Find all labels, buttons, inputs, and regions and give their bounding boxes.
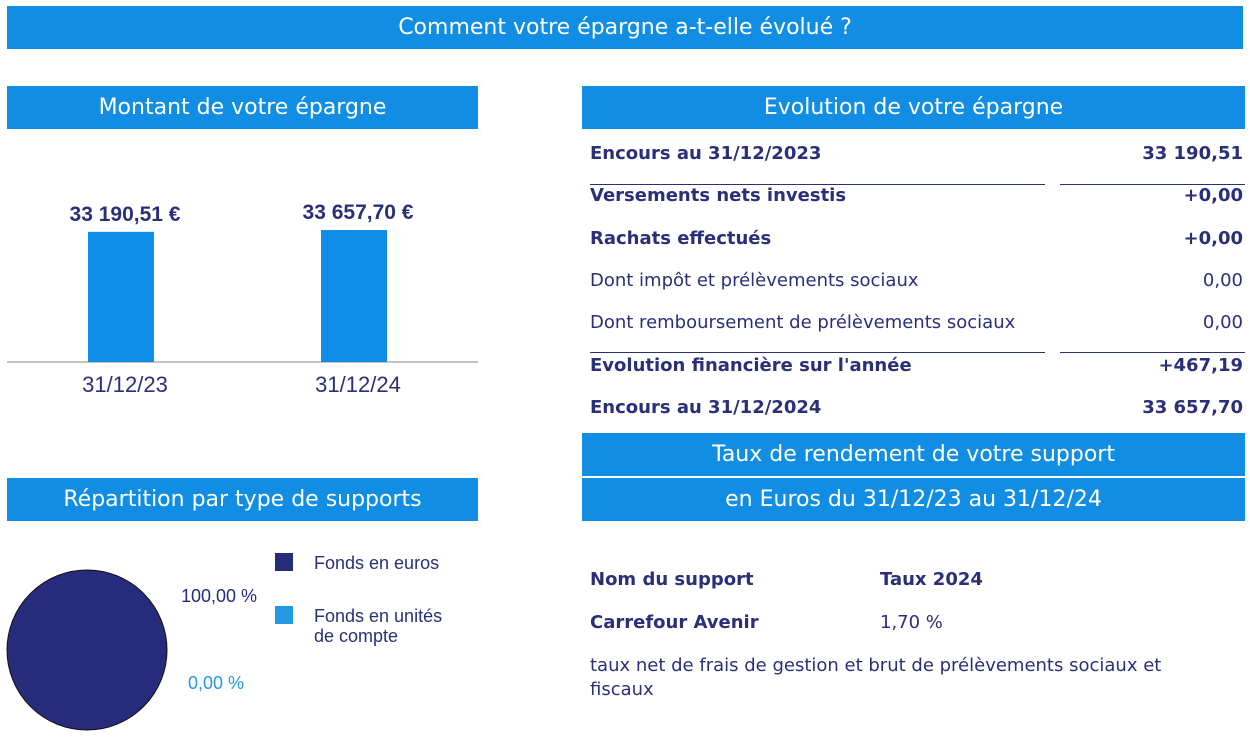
row-value: 0,00: [1202, 270, 1243, 291]
row-label: Dont remboursement de prélèvements socia…: [590, 312, 1016, 333]
evolution-row: Rachats effectués +0,00: [590, 227, 1243, 251]
row-value: +0,00: [1183, 228, 1244, 249]
bar-chart-title: Montant de votre épargne: [7, 86, 478, 129]
legend-label: Fonds en euros: [314, 553, 440, 573]
pie-chart: [6, 569, 168, 731]
rendement-title: en Euros du 31/12/23 au 31/12/24: [582, 478, 1245, 521]
evolution-title: Evolution de votre épargne: [582, 86, 1245, 129]
row-value: +467,19: [1158, 355, 1243, 376]
bar: [321, 230, 387, 362]
separator: [1060, 184, 1245, 185]
evolution-row: Encours au 31/12/2023 33 190,51: [590, 142, 1243, 166]
separator: [590, 184, 1045, 185]
table-row: Carrefour Avenir 1,70 %: [590, 611, 1243, 635]
legend-swatch: [275, 606, 293, 624]
page-title: Comment votre épargne a-t-elle évolué ?: [7, 6, 1243, 49]
row-value: +0,00: [1183, 185, 1244, 206]
evolution-row: Encours au 31/12/2024 33 657,70: [590, 396, 1243, 420]
bar-chart: 33 190,51 € 31/12/23 33 657,70 € 31/12/24: [7, 201, 478, 397]
evolution-row: Versements nets investis +0,00: [590, 184, 1243, 208]
note: taux net de frais de gestion et brut de …: [590, 655, 1162, 700]
pie-slice: [6, 569, 168, 731]
category-label: 31/12/24: [315, 372, 401, 397]
evolution-row: Evolution financière sur l'année +467,19: [590, 354, 1243, 378]
row-label: Dont impôt et prélèvements sociaux: [590, 270, 919, 291]
column-header: Nom du support: [590, 569, 754, 590]
separator: [1060, 352, 1245, 353]
table-header: Nom du support Taux 2024: [590, 568, 1243, 592]
row-label: Evolution financière sur l'année: [590, 355, 912, 376]
separator: [590, 352, 1045, 353]
row-label: Rachats effectués: [590, 228, 772, 249]
legend-swatch: [275, 553, 293, 571]
bar: [88, 231, 154, 362]
row-label: Encours au 31/12/2023: [590, 143, 822, 164]
pie-value-label: 100,00 %: [181, 586, 258, 606]
table-cell: 1,70 %: [880, 612, 943, 633]
value-label: 33 190,51 €: [70, 203, 181, 226]
row-value: 0,00: [1202, 312, 1243, 333]
column-header: Taux 2024: [880, 569, 983, 590]
category-label: 31/12/23: [82, 372, 168, 397]
table-cell: Carrefour Avenir: [590, 612, 759, 633]
pie-chart-title: Répartition par type de supports: [7, 478, 478, 521]
evolution-row: Dont impôt et prélèvements sociaux 0,00: [590, 269, 1243, 293]
row-value: 33 657,70: [1142, 397, 1243, 418]
legend-label: Fonds en unités de compte: [314, 606, 443, 646]
evolution-row: Dont remboursement de prélèvements socia…: [590, 311, 1243, 335]
rendement-title: Taux de rendement de votre support: [582, 433, 1245, 476]
pie-value-label: 0,00 %: [188, 673, 245, 693]
row-label: Versements nets investis: [590, 185, 847, 206]
value-label: 33 657,70 €: [303, 201, 414, 224]
row-label: Encours au 31/12/2024: [590, 397, 822, 418]
row-value: 33 190,51: [1142, 143, 1243, 164]
